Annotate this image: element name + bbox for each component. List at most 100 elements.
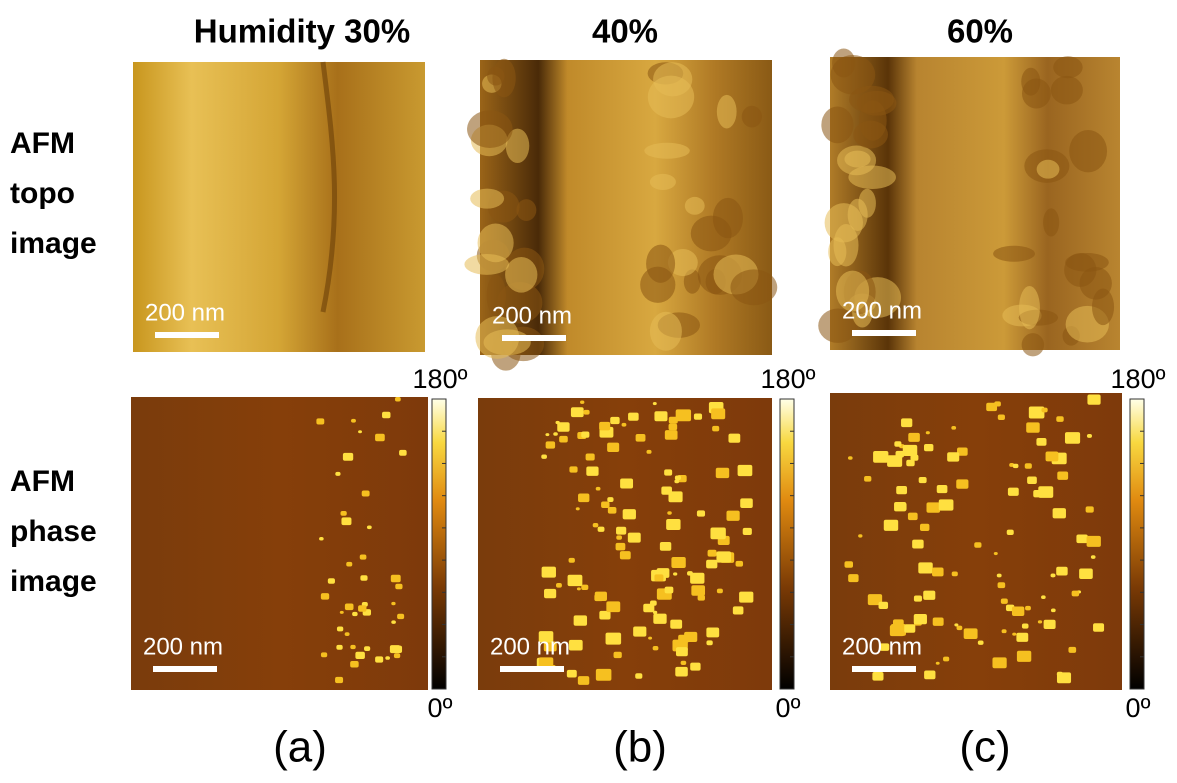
phase-grain [573,615,588,626]
column-title: 40% [592,13,658,50]
phase-grain [872,672,884,681]
phase-grain [643,603,655,613]
phase-grain [389,645,401,654]
phase-grain [956,625,963,631]
panel-label: (a) [273,723,327,772]
phase-grain [555,583,562,588]
phase-grain [320,593,330,600]
scale-bar-label: 200 nm [842,297,922,324]
topo-grain [646,244,676,283]
phase-grain [986,402,998,412]
phase-grain [912,539,924,549]
phase-grain [848,574,859,583]
phase-grain [541,566,556,578]
topo-grain [1069,129,1108,173]
phase-grain [648,636,653,640]
phase-grain [1037,620,1043,624]
phase-grain [350,644,356,650]
phase-grain [697,594,705,601]
phase-grain [674,475,681,481]
phase-image [131,397,428,690]
phase-grain [595,668,612,681]
phase-grain [1064,432,1081,444]
phase-grain [954,623,959,627]
phase-grain [706,627,720,638]
phase-grain [913,614,927,625]
phase-grain [715,467,730,479]
phase-grain [358,605,367,612]
phase-grain [382,411,391,419]
phase-grain [957,447,968,456]
phase-grain [712,425,720,432]
phase-grain [1086,535,1101,547]
phase-grain [910,454,919,461]
phase-grain [1011,606,1025,617]
phase-grain [923,590,936,600]
scale-bar [852,330,916,336]
phase-grain [575,507,580,511]
phase-grain [352,611,358,617]
phase-grain [344,603,354,611]
phase-grain [622,509,636,520]
topo-grain [497,282,543,324]
phase-grain [671,556,686,569]
phase-grain [581,431,590,438]
phase-grain [335,471,341,476]
phase-grain [1024,463,1032,469]
phase-grain [375,433,385,442]
phase-grain [628,412,639,421]
phase-grain [620,478,634,489]
phase-grain [599,421,611,431]
phase-grain [1045,451,1059,462]
phase-grain [932,567,944,577]
phase-grain [1079,568,1093,579]
phase-grain [878,601,889,610]
phase-grain [711,408,726,420]
topo-grain [835,270,870,312]
phase-grain [538,657,554,669]
phase-grain [635,434,646,442]
phase-grain [580,400,585,404]
phase-grain [607,442,620,452]
topo-crack [320,61,338,313]
topo-grain [830,55,876,95]
scale-bar-label: 200 nm [145,299,225,326]
topo-grain [653,62,693,97]
panel-label: (c) [959,723,1010,772]
phase-grain [894,501,907,512]
topo-grain [853,120,888,149]
scale-bar [500,666,564,672]
phase-grain [867,594,883,606]
phase-grain [974,542,982,548]
phase-grain [997,582,1006,589]
row-label: topo [10,177,75,210]
phase-grain [621,422,627,427]
topo-grain [1036,159,1060,179]
topo-grain [486,274,506,317]
phase-grain [675,647,688,657]
phase-grain [690,572,705,584]
phase-grain [963,628,978,640]
phase-grain [1086,433,1093,438]
phase-grain [901,418,913,428]
phase-grain [616,535,622,540]
phase-grain [1001,629,1007,634]
phase-grain [1056,671,1063,677]
column-title: Humidity 30% [194,13,410,50]
phase-grain [607,506,617,514]
phase-grain [664,469,673,476]
phase-grain [555,420,560,425]
topo-grain [821,106,854,144]
phase-grain [633,626,647,637]
scale-bar [852,666,916,672]
phase-grain [664,430,678,440]
phase-grain [1043,619,1056,629]
topo-grain [477,223,514,263]
colorbar-min: 0º [1126,693,1151,723]
phase-grain [977,640,984,645]
phase-grain [364,646,371,651]
phase-grain [673,572,678,576]
phase-grain [366,525,372,530]
row-label: image [10,227,97,260]
